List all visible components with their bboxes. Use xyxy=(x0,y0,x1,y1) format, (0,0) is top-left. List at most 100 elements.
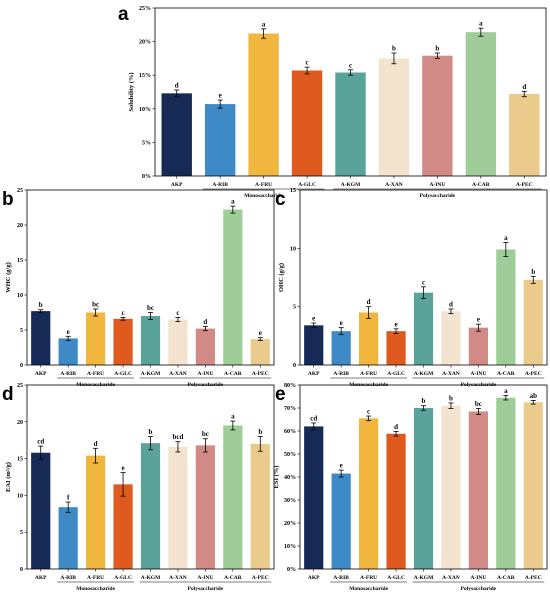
group-label: Polysaccharide xyxy=(420,193,456,199)
significance-label: bc xyxy=(475,400,482,408)
x-tick-label: A-CAR xyxy=(224,371,243,377)
significance-label: c xyxy=(367,408,370,416)
group-label: Monosaccharide xyxy=(349,586,388,592)
bar xyxy=(223,425,243,569)
x-tick-label: A-INU xyxy=(197,575,213,581)
bar xyxy=(195,328,215,365)
group-label: Monosaccharide xyxy=(76,586,115,592)
significance-label: b xyxy=(435,45,439,53)
x-tick-label: A-KGM xyxy=(141,575,161,581)
x-tick-label: A-FRU xyxy=(360,371,377,377)
significance-label: b xyxy=(39,301,43,309)
y-axis-label: OHC (g/g) xyxy=(278,263,285,292)
panel-c: c e AKP e A-RIB d A-FRU e A-GLC c A-KGM d A-XAN e A-IN… xyxy=(275,188,548,388)
significance-label: e xyxy=(259,329,262,337)
x-tick-label: A-INU xyxy=(429,182,445,188)
x-tick-label: A-PEC xyxy=(525,575,542,581)
bar xyxy=(386,433,406,569)
significance-label: e xyxy=(477,316,480,324)
significance-label: d xyxy=(203,318,207,326)
y-tick-label: 20 xyxy=(17,223,23,229)
plot-frame xyxy=(26,384,275,570)
x-tick-label: A-PEC xyxy=(516,182,533,188)
x-tick-label: A-INU xyxy=(470,371,486,377)
bar xyxy=(335,72,366,176)
x-tick-label: A-GLC xyxy=(114,575,132,581)
x-tick-label: A-FRU xyxy=(255,182,272,188)
bar xyxy=(378,58,410,176)
panel-letter: e xyxy=(275,384,286,405)
y-tick-label: 0% xyxy=(287,567,296,573)
bar xyxy=(223,209,243,365)
x-tick-label: AKP xyxy=(308,575,320,581)
y-tick-label: 40% xyxy=(284,475,296,481)
significance-label: b xyxy=(258,428,262,436)
y-tick-label: 20 xyxy=(17,420,23,426)
panel-d: d cd AKP f A-RIB d A-FRU e A-GLC b A-KGM bcd A-XAN bc… xyxy=(2,383,275,592)
panel-letter: a xyxy=(118,4,129,25)
significance-label: a xyxy=(504,234,508,242)
y-tick-label: 25 xyxy=(17,188,23,194)
y-tick-label: 0 xyxy=(293,363,296,369)
x-tick-label: A-CAR xyxy=(472,182,491,188)
bar xyxy=(86,312,106,365)
x-tick-label: A-INU xyxy=(470,575,486,581)
x-tick-label: A-GLC xyxy=(387,371,405,377)
bar xyxy=(250,339,270,365)
bar xyxy=(441,405,461,569)
x-tick-label: A-KGM xyxy=(414,575,434,581)
x-tick-label: AKP xyxy=(308,371,320,377)
y-tick-label: 5 xyxy=(293,305,296,311)
significance-label: a xyxy=(231,413,235,421)
bar xyxy=(113,318,133,365)
bar xyxy=(86,455,106,569)
significance-label: b xyxy=(422,397,426,405)
significance-label: e xyxy=(340,319,343,327)
y-tick-label: 15 xyxy=(17,258,23,264)
plot-frame xyxy=(154,7,547,177)
significance-label: cd xyxy=(37,438,44,446)
bar xyxy=(248,33,279,177)
y-tick-label: 25% xyxy=(139,6,151,12)
x-tick-label: A-KGM xyxy=(141,371,161,377)
x-tick-label: A-XAN xyxy=(442,575,460,581)
x-tick-label: A-PEC xyxy=(525,371,542,377)
y-tick-label: 10 xyxy=(290,246,296,252)
x-tick-label: A-FRU xyxy=(360,575,377,581)
significance-label: a xyxy=(231,198,235,206)
panel-letter: c xyxy=(275,189,286,210)
panel-letter: b xyxy=(2,189,14,210)
y-axis-label: ESI (%) xyxy=(273,466,280,489)
x-tick-label: A-XAN xyxy=(442,371,460,377)
x-tick-label: A-KGM xyxy=(414,371,434,377)
significance-label: e xyxy=(312,315,315,323)
significance-label: c xyxy=(349,61,352,69)
bar xyxy=(331,473,351,569)
significance-label: c xyxy=(422,278,425,286)
y-tick-label: 0% xyxy=(142,174,151,180)
group-label: Monosaccharide xyxy=(244,193,283,199)
y-tick-label: 15 xyxy=(290,188,296,194)
significance-label: a xyxy=(262,20,266,28)
group-label: Polysaccharide xyxy=(188,586,224,592)
x-tick-label: A-FRU xyxy=(87,575,104,581)
plot-frame xyxy=(26,189,275,366)
bar xyxy=(58,507,78,569)
significance-label: bcd xyxy=(172,433,183,441)
x-tick-label: A-RIB xyxy=(212,182,228,188)
y-axis-label: EAI (m²/g) xyxy=(5,462,12,492)
significance-label: e xyxy=(340,462,343,470)
significance-label: e xyxy=(122,464,125,472)
significance-label: e xyxy=(219,92,222,100)
x-tick-label: A-KGM xyxy=(341,182,361,188)
significance-label: e xyxy=(395,320,398,328)
y-tick-label: 70% xyxy=(284,406,296,412)
x-tick-label: A-GLC xyxy=(298,182,316,188)
y-tick-label: 15% xyxy=(139,73,151,79)
bar xyxy=(140,443,161,569)
bar xyxy=(496,249,516,365)
bar xyxy=(195,445,215,569)
bar xyxy=(465,32,497,176)
significance-label: b xyxy=(392,45,396,53)
significance-label: bc xyxy=(92,301,99,309)
